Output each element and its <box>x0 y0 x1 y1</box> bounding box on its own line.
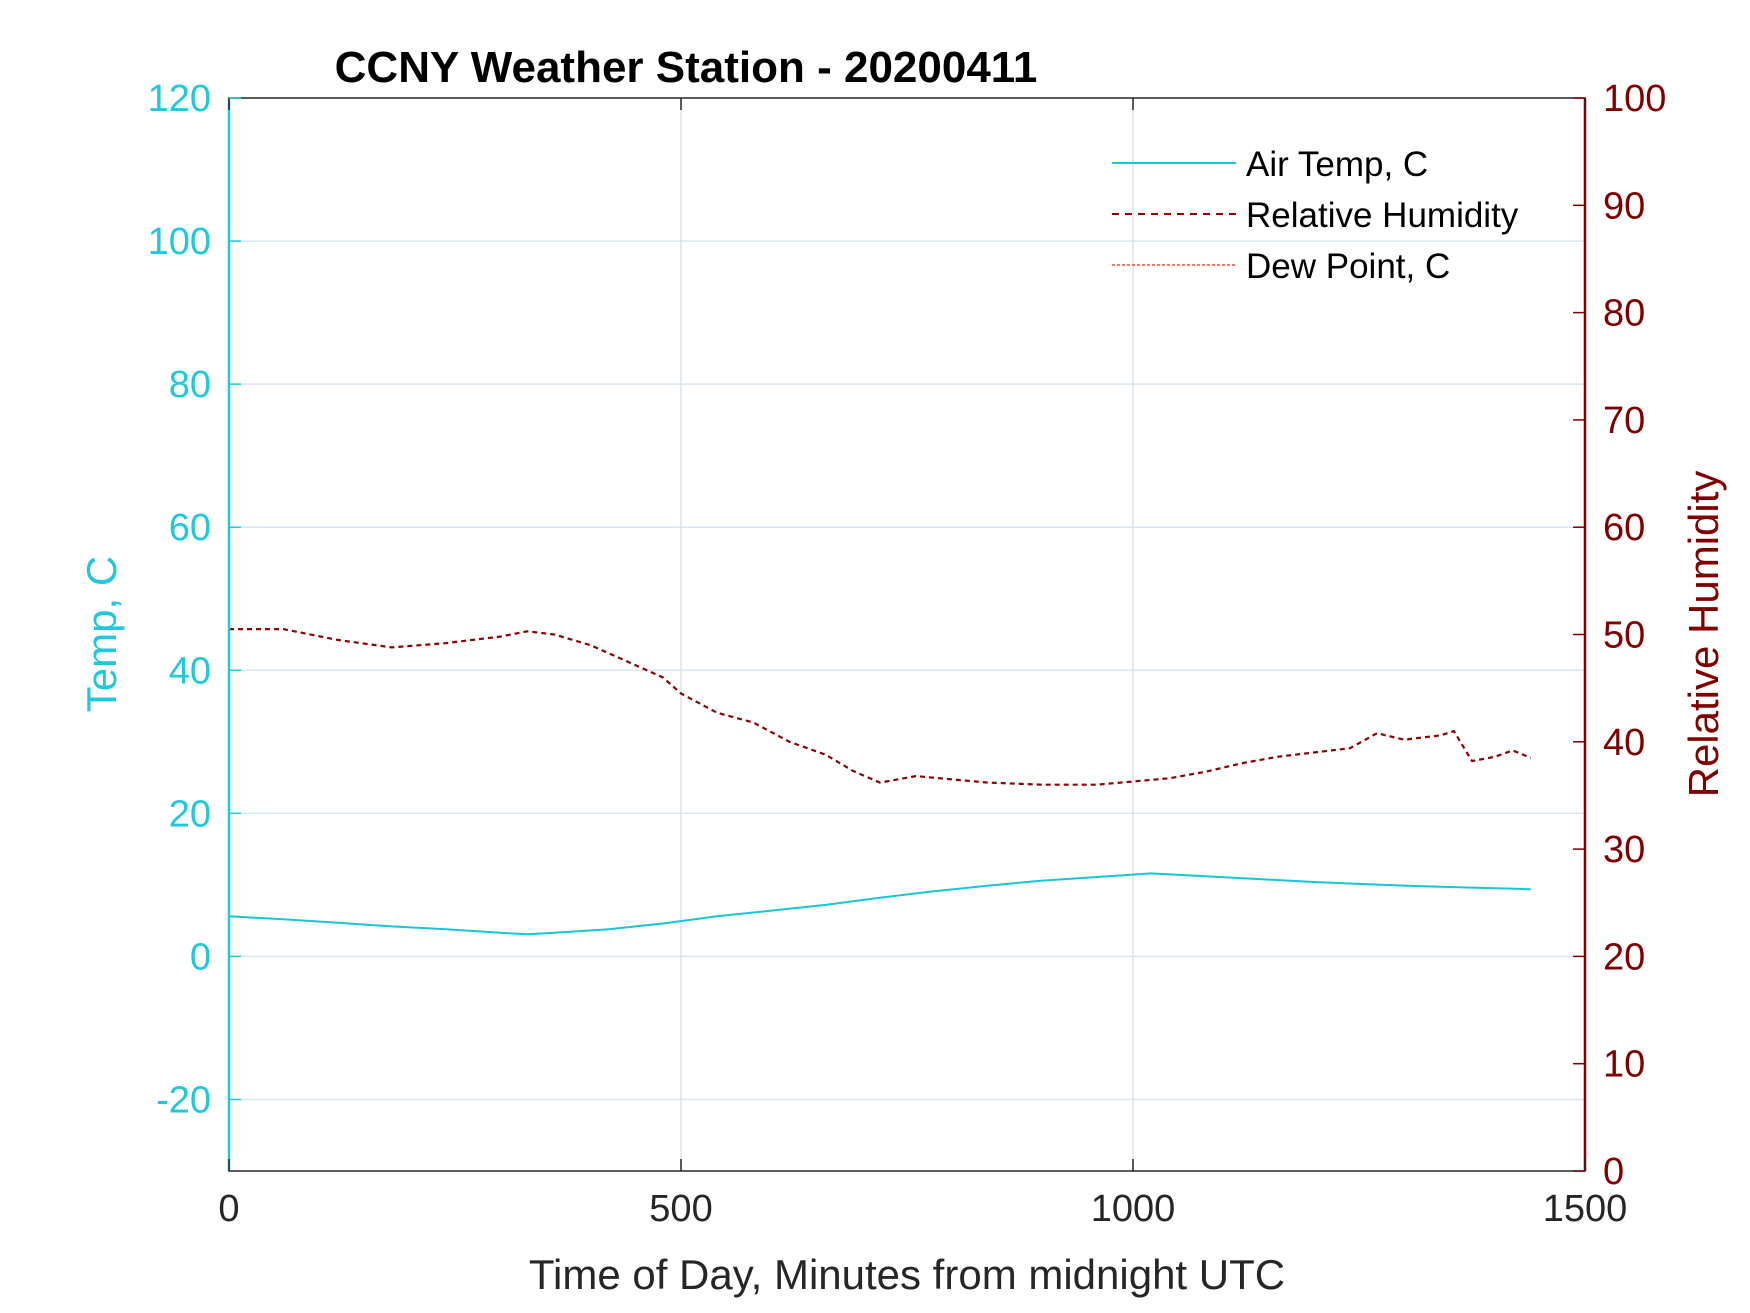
left-y-tick-label: 120 <box>148 78 211 120</box>
left-y-tick-label: -20 <box>156 1079 211 1121</box>
data-series <box>228 627 1532 936</box>
left-y-axis-label: Temp, C <box>78 556 125 712</box>
left-y-tick-label: 40 <box>169 650 211 692</box>
x-tick-label: 500 <box>649 1188 712 1230</box>
right-y-tick-label: 40 <box>1603 722 1645 764</box>
right-y-tick-label: 10 <box>1603 1044 1645 1086</box>
right-y-tick-label: 70 <box>1603 400 1645 442</box>
right-y-tick-label: 80 <box>1603 293 1645 335</box>
grid-lines <box>229 98 1585 1171</box>
right-y-tick-label: 0 <box>1603 1151 1624 1193</box>
legend-label-relative-humidity: Relative Humidity <box>1246 196 1519 235</box>
right-y-tick-label: 90 <box>1603 185 1645 227</box>
right-y-tick-label: 20 <box>1603 936 1645 978</box>
chart-title: CCNY Weather Station - 20200411 <box>335 43 1038 92</box>
x-tick-label: 1000 <box>1091 1188 1176 1230</box>
x-tick-label: 1500 <box>1543 1188 1628 1230</box>
left-y-axis-ticks: -20 0 20 40 60 80 100 120 <box>148 78 241 1121</box>
left-y-tick-label: 0 <box>190 936 211 978</box>
x-tick-label: 0 <box>218 1188 239 1230</box>
legend-label-dew-point: Dew Point, C <box>1246 247 1450 286</box>
left-y-tick-label: 100 <box>148 221 211 263</box>
legend: Air Temp, C Relative Humidity Dew Point,… <box>1112 145 1519 286</box>
left-y-tick-label: 80 <box>169 364 211 406</box>
series-line-air-temp-c <box>228 872 1531 936</box>
x-axis-label: Time of Day, Minutes from midnight UTC <box>529 1251 1285 1298</box>
left-y-tick-label: 60 <box>169 507 211 549</box>
plot-area <box>229 98 1585 1171</box>
right-y-tick-label: 30 <box>1603 829 1645 871</box>
right-y-axis-ticks: 0 10 20 30 40 50 60 70 80 90 100 <box>1573 78 1666 1193</box>
legend-label-air-temp: Air Temp, C <box>1246 145 1428 184</box>
right-y-tick-label: 100 <box>1603 78 1666 120</box>
right-y-tick-label: 60 <box>1603 507 1645 549</box>
x-axis-ticks: 0 500 1000 1500 <box>218 98 1627 1230</box>
left-y-tick-label: 20 <box>169 793 211 835</box>
right-y-axis-label: Relative Humidity <box>1680 471 1727 798</box>
right-y-tick-label: 50 <box>1603 615 1645 657</box>
